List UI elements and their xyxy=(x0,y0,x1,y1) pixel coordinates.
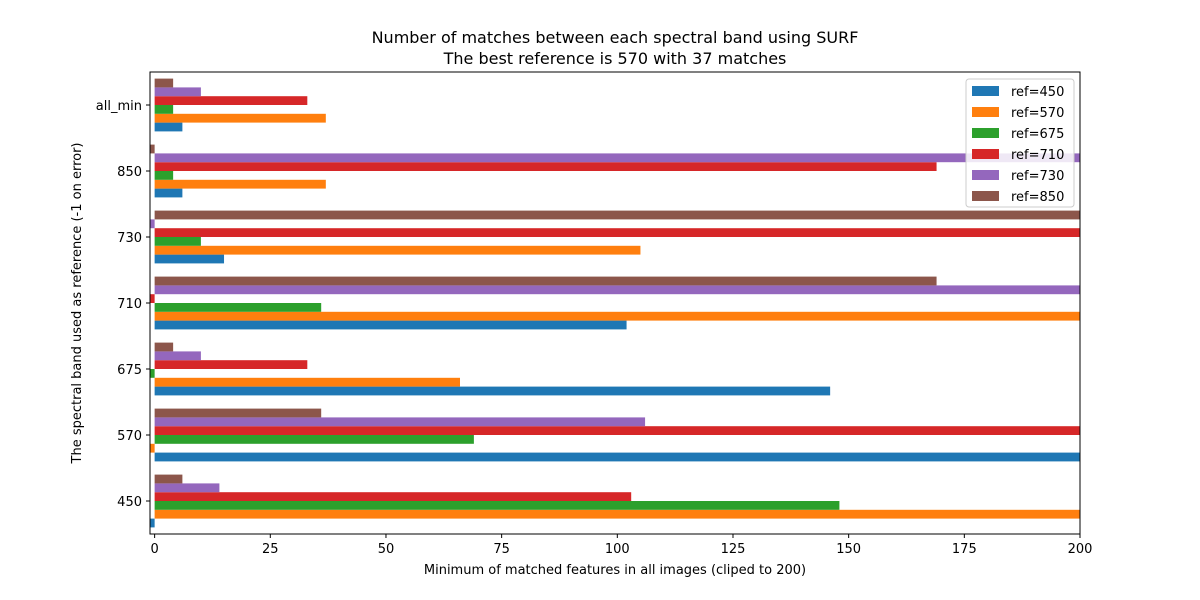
bar-570-ref=710 xyxy=(154,426,1081,435)
x-axis-label: Minimum of matched features in all image… xyxy=(424,563,806,578)
bar-710-ref=675 xyxy=(154,303,322,312)
bars-group xyxy=(150,78,1081,528)
y-axis: 450 570 675 710 730 850 all_min xyxy=(96,99,150,510)
bar-all_min-ref=710 xyxy=(154,96,308,105)
bar-710-ref=710 xyxy=(150,294,155,303)
x-axis: 0 25 50 75 100 125 150 175 200 xyxy=(150,534,1092,557)
bar-675-ref=570 xyxy=(154,377,460,387)
legend: ref=450 ref=570 ref=675 ref=710 ref=730 ref=8… xyxy=(965,78,1075,208)
bar-850-ref=675 xyxy=(154,171,174,180)
y-tick-label: 675 xyxy=(117,363,142,378)
bar-570-ref=675 xyxy=(154,435,474,444)
legend-label: ref=675 xyxy=(1011,127,1064,142)
legend-swatch xyxy=(972,107,999,117)
bar-675-ref=675 xyxy=(150,369,155,378)
y-tick-label: 450 xyxy=(117,495,142,510)
legend-label: ref=710 xyxy=(1011,148,1064,163)
bar-450-ref=570 xyxy=(154,509,1081,519)
y-tick-label: 710 xyxy=(117,297,142,312)
legend-label: ref=850 xyxy=(1011,190,1064,205)
bar-450-ref=710 xyxy=(154,492,632,501)
x-tick-label: 175 xyxy=(952,542,977,557)
legend-swatch xyxy=(972,149,999,159)
bar-450-ref=730 xyxy=(154,483,220,493)
bar-850-ref=710 xyxy=(154,162,937,171)
bar-710-ref=570 xyxy=(154,311,1081,321)
x-tick-label: 150 xyxy=(836,542,861,557)
legend-label: ref=730 xyxy=(1011,169,1064,184)
bar-all_min-ref=570 xyxy=(154,113,326,123)
bar-570-ref=730 xyxy=(154,417,646,427)
bar-all_min-ref=675 xyxy=(154,105,174,114)
bar-850-ref=570 xyxy=(154,179,326,189)
bar-850-ref=730 xyxy=(154,153,1081,163)
bar-all_min-ref=730 xyxy=(154,87,201,97)
bar-675-ref=730 xyxy=(154,351,201,361)
legend-swatch xyxy=(972,128,999,138)
bar-730-ref=730 xyxy=(150,219,155,229)
legend-swatch xyxy=(972,86,999,96)
x-tick-label: 200 xyxy=(1068,542,1093,557)
legend-swatch xyxy=(972,191,999,201)
bar-450-ref=675 xyxy=(154,501,840,510)
bar-450-ref=450 xyxy=(150,518,155,528)
bar-675-ref=850 xyxy=(154,342,174,352)
x-tick-label: 125 xyxy=(721,542,746,557)
y-axis-label: The spectral band used as reference (-1 … xyxy=(70,143,85,465)
bar-450-ref=850 xyxy=(154,474,183,484)
chart-subtitle: The best reference is 570 with 37 matche… xyxy=(443,49,787,68)
bar-all_min-ref=850 xyxy=(154,78,174,88)
bar-570-ref=570 xyxy=(150,443,155,453)
bar-675-ref=710 xyxy=(154,360,308,369)
chart-title: Number of matches between each spectral … xyxy=(372,28,859,47)
y-tick-label: 850 xyxy=(117,165,142,180)
bar-675-ref=450 xyxy=(154,386,831,396)
bar-710-ref=730 xyxy=(154,285,1081,295)
bar-850-ref=450 xyxy=(154,188,183,198)
bar-570-ref=450 xyxy=(154,452,1081,462)
x-tick-label: 100 xyxy=(605,542,630,557)
y-tick-label: 570 xyxy=(117,429,142,444)
bar-850-ref=850 xyxy=(150,144,155,154)
bar-730-ref=850 xyxy=(154,210,1081,220)
legend-label: ref=570 xyxy=(1011,106,1064,121)
x-tick-label: 75 xyxy=(493,542,510,557)
x-tick-label: 50 xyxy=(378,542,395,557)
bar-710-ref=850 xyxy=(154,276,937,286)
bar-all_min-ref=450 xyxy=(154,122,183,132)
bar-730-ref=570 xyxy=(154,245,641,255)
x-tick-label: 25 xyxy=(262,542,279,557)
bar-570-ref=850 xyxy=(154,408,322,418)
legend-swatch xyxy=(972,170,999,180)
bar-730-ref=450 xyxy=(154,254,225,264)
bar-730-ref=710 xyxy=(154,228,1081,237)
legend-label: ref=450 xyxy=(1011,85,1064,100)
y-tick-label: 730 xyxy=(117,231,142,246)
x-tick-label: 0 xyxy=(150,542,158,557)
bar-730-ref=675 xyxy=(154,237,201,246)
y-tick-label: all_min xyxy=(96,99,142,114)
bar-710-ref=450 xyxy=(154,320,627,330)
